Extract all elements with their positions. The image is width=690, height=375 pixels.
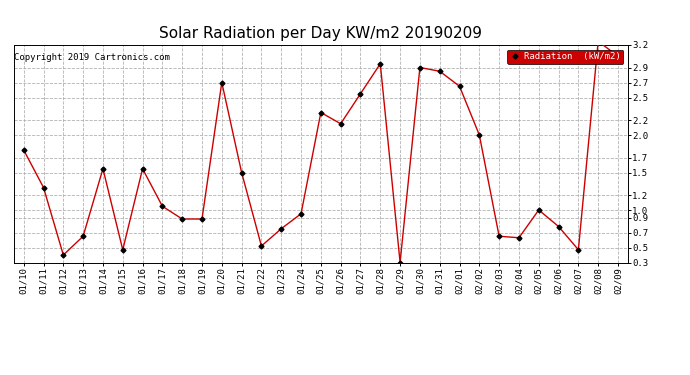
Title: Solar Radiation per Day KW/m2 20190209: Solar Radiation per Day KW/m2 20190209 bbox=[159, 26, 482, 41]
Legend: Radiation  (kW/m2): Radiation (kW/m2) bbox=[506, 50, 623, 64]
Text: Copyright 2019 Cartronics.com: Copyright 2019 Cartronics.com bbox=[14, 53, 170, 62]
